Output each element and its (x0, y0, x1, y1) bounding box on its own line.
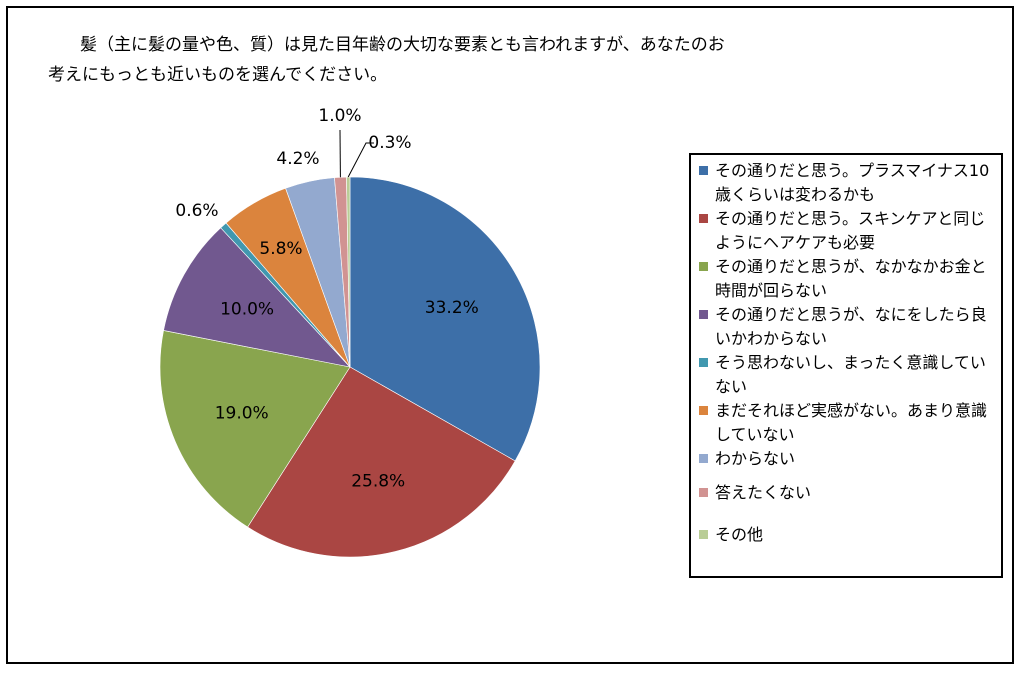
legend-item: その通りだと思うが、なにをしたら良いかわからない (699, 303, 995, 351)
pie-slice (159, 330, 351, 528)
legend-item: そう思わないし、まったく意識していない (699, 351, 995, 399)
legend-swatch (699, 262, 708, 271)
legend-label: その通りだと思うが、なにをしたら良いかわからない (715, 305, 987, 348)
pie-slice (247, 366, 516, 558)
legend-swatch (699, 530, 708, 539)
data-label: 19.0% (215, 403, 269, 423)
data-label: 0.6% (175, 201, 218, 221)
leader-line (347, 142, 374, 178)
legend-label: そう思わないし、まったく意識していない (715, 353, 986, 396)
legend-label: その通りだと思う。スキンケアと同じようにヘアケアも必要 (715, 209, 986, 252)
data-label: 1.0% (318, 106, 361, 126)
legend-item: その他 (699, 523, 995, 547)
pie-slice (346, 176, 351, 368)
pie-slice (349, 176, 541, 462)
legend-label: まだそれほど実感がない。あまり意識していない (715, 401, 988, 444)
legend-item: 答えたくない (699, 481, 995, 505)
legend-item: その通りだと思う。プラスマイナス10歳くらいは変わるかも (699, 159, 995, 207)
chart-title-line-2: 考えにもっとも近いものを選んでください。 (48, 65, 388, 85)
legend-item: その通りだと思う。スキンケアと同じようにヘアケアも必要 (699, 207, 995, 255)
chart-legend: その通りだと思う。プラスマイナス10歳くらいは変わるかも その通りだと思う。スキン… (689, 153, 1003, 578)
legend-label: わからない (715, 449, 796, 468)
data-label: 4.2% (276, 149, 319, 169)
legend-swatch (699, 406, 708, 415)
legend-label: その通りだと思う。プラスマイナス10歳くらいは変わるかも (715, 161, 990, 204)
legend-label: 答えたくない (715, 483, 812, 502)
data-label: 0.3% (368, 133, 411, 153)
data-label: 33.2% (425, 298, 479, 318)
legend-swatch (699, 214, 708, 223)
data-label: 10.0% (220, 300, 274, 320)
chart-title-line-1: 髪（主に髪の量や色、質）は見た目年齢の大切な要素とも言われますが、あなたのお (80, 35, 725, 55)
legend-item: まだそれほど実感がない。あまり意識していない (699, 399, 995, 447)
legend-item: わからない (699, 447, 995, 471)
legend-swatch (699, 166, 708, 175)
pie-slice (163, 227, 351, 368)
legend-label: その他 (715, 525, 764, 544)
legend-swatch (699, 488, 708, 497)
legend-swatch (699, 310, 708, 319)
legend-swatch (699, 454, 708, 463)
data-label: 25.8% (351, 471, 405, 491)
legend-label: その通りだと思うが、なかなかお金と時間が回らない (715, 257, 987, 300)
data-label: 5.8% (259, 239, 302, 259)
legend-item: その通りだと思うが、なかなかお金と時間が回らない (699, 255, 995, 303)
chart-title: 髪（主に髪の量や色、質）は見た目年齢の大切な要素とも言われますが、あなたのお 考… (48, 30, 848, 90)
legend-swatch (699, 358, 708, 367)
